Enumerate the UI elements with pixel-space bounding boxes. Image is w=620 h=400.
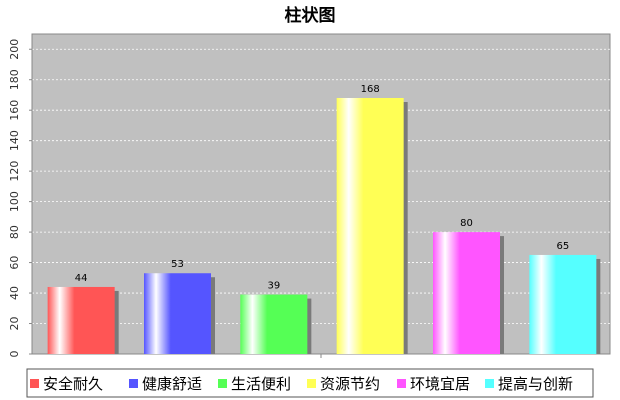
y-tick-label: 40 [8, 286, 21, 300]
legend-swatch [129, 379, 138, 388]
bar [144, 273, 211, 354]
legend-label: 提高与创新 [498, 375, 573, 393]
axes: 0 20 40 60 80 100 120 140 160 180 200 [8, 34, 610, 358]
legend-label: 安全耐久 [43, 375, 103, 393]
legend-swatch [485, 379, 494, 388]
data-label: 53 [171, 259, 184, 270]
bar [240, 294, 308, 354]
data-label: 168 [361, 84, 380, 95]
legend-label: 资源节约 [320, 375, 380, 393]
legend-swatch [218, 379, 227, 388]
legend-swatch [30, 379, 39, 388]
data-label: 65 [556, 241, 569, 252]
legend-label: 健康舒适 [142, 375, 202, 393]
legend-swatch [307, 379, 316, 388]
bar [529, 254, 597, 354]
y-tick-label: 100 [8, 191, 21, 212]
y-tick-label: 140 [8, 130, 21, 151]
gridlines [32, 48, 610, 324]
legend-swatch [397, 379, 406, 388]
y-tick-label: 120 [8, 161, 21, 182]
plot-area [31, 33, 611, 355]
bar [47, 286, 115, 354]
y-tick-label: 200 [8, 39, 21, 60]
y-tick-label: 0 [8, 351, 21, 358]
bar [336, 98, 404, 354]
data-label: 39 [267, 281, 280, 292]
y-tick-label: 180 [8, 69, 21, 90]
data-label: 80 [460, 218, 473, 229]
y-tick-label: 160 [8, 100, 21, 121]
bars [47, 98, 601, 354]
legend: 安全耐久 健康舒适 生活便利 资源节约 环境宜居 提高与创新 [26, 368, 594, 398]
y-tick-label: 60 [8, 256, 21, 270]
y-tick-label: 80 [8, 225, 21, 239]
bar [433, 232, 500, 354]
legend-label: 环境宜居 [410, 375, 470, 393]
chart-title: 柱状图 [285, 5, 336, 26]
data-label: 44 [75, 273, 88, 284]
y-tick-label: 20 [8, 317, 21, 331]
data-labels: 44 53 39 168 80 65 [75, 84, 569, 292]
legend-label: 生活便利 [231, 375, 291, 393]
